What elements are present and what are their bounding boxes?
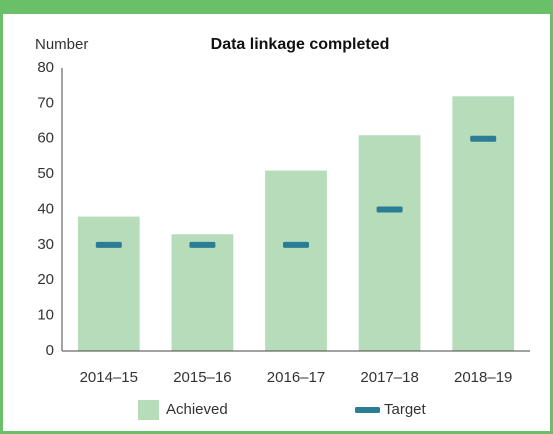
x-tick-label: 2016–17 [267,369,325,386]
legend-swatch [138,400,159,420]
y-tick-label: 10 [37,307,54,324]
bar [452,96,515,351]
target-marker [283,241,309,248]
x-tick-label: 2015–16 [173,369,231,386]
target-marker [189,241,216,248]
y-axis-label: Number [35,36,88,53]
y-tick-label: 20 [37,271,54,288]
x-tick-label: 2014–15 [80,369,138,386]
legend-label: Target [384,401,427,418]
y-tick-label: 50 [37,165,54,182]
y-tick-label: 40 [37,200,54,217]
x-tick-label: 2017–18 [360,369,418,386]
target-marker [95,241,122,248]
y-tick-label: 60 [37,130,54,147]
y-tick-label: 0 [46,342,54,359]
bar [77,216,140,351]
header-band [0,0,553,14]
y-tick-label: 30 [37,236,54,253]
bar [265,170,327,351]
x-tick-label: 2018–19 [454,369,512,386]
bar [171,234,234,351]
chart-title: Data linkage completed [211,36,390,53]
target-marker [376,206,403,213]
legend-label: Achieved [166,401,228,418]
target-marker [470,135,497,142]
y-tick-label: 80 [37,59,54,76]
bar [358,135,421,351]
legend-swatch [355,407,380,413]
y-tick-label: 70 [37,94,54,111]
